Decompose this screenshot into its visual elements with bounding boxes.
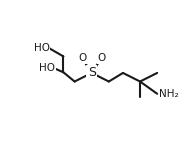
Text: NH₂: NH₂ — [159, 89, 178, 99]
Text: O: O — [97, 53, 105, 63]
Text: S: S — [88, 66, 96, 80]
Text: HO: HO — [39, 63, 55, 73]
Text: HO: HO — [34, 43, 50, 53]
Text: O: O — [78, 53, 86, 63]
